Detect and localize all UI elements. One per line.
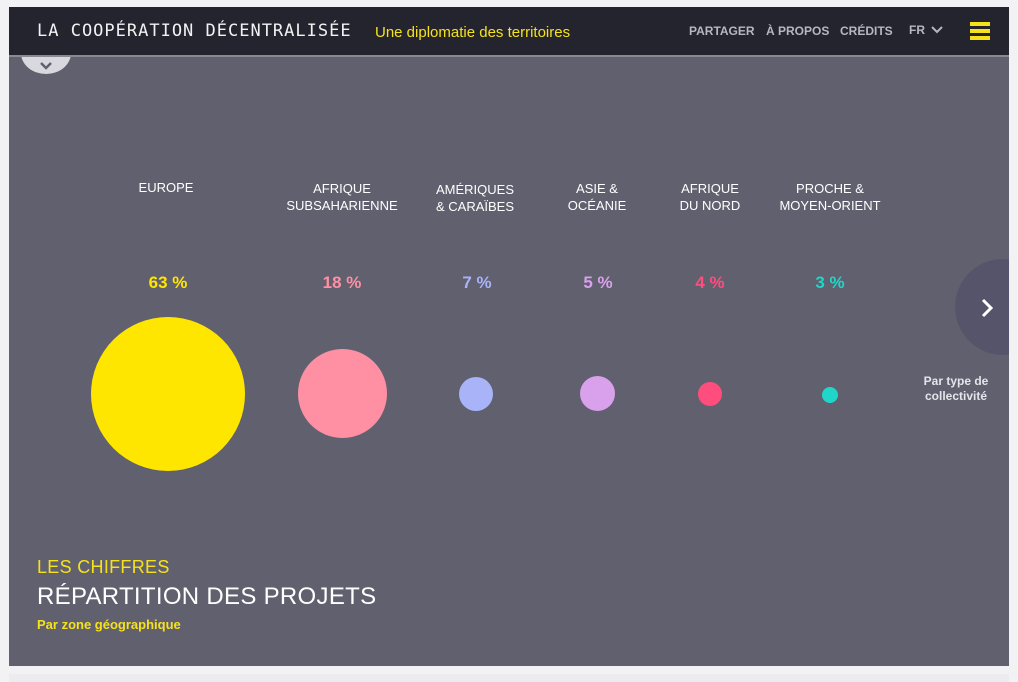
region-label-afrique-du-nord: AFRIQUE DU NORD (640, 180, 780, 214)
region-label-ameriques-caraibes: AMÉRIQUES & CARAÏBES (405, 181, 545, 215)
main-panel: EUROPE 63 % AFRIQUE SUBSAHARIENNE 18 % A… (9, 57, 1009, 666)
region-percent-europe: 63 % (148, 273, 188, 292)
region-bubble-proche-moyen-orient (822, 387, 838, 403)
section-subtitle: Par zone géographique (37, 617, 181, 632)
region-label-line1: ASIE & (576, 181, 618, 196)
region-bubble-ameriques-caraibes (459, 377, 493, 411)
region-label-line2: MOYEN-ORIENT (779, 198, 881, 213)
region-bubble-afrique-du-nord (698, 382, 722, 406)
next-slide-caption[interactable]: Par type de collectivité (909, 374, 1003, 404)
section-kicker: LES CHIFFRES (37, 557, 170, 577)
hamburger-menu-icon[interactable] (970, 22, 990, 40)
next-caption-line1: Par type de (923, 374, 989, 388)
share-link[interactable]: PARTAGER (689, 24, 755, 38)
chevron-down-icon (40, 62, 52, 70)
region-bubble-asie-oceanie (580, 376, 615, 411)
region-percent-ameriques-caraibes: 7 % (462, 273, 492, 292)
scroll-down-button[interactable] (21, 57, 71, 74)
region-label-line1: AFRIQUE (681, 181, 739, 196)
region-label-line2: OCÉANIE (567, 198, 627, 213)
region-label-line1: AFRIQUE (313, 181, 371, 196)
region-percent-afrique-subsaharienne: 18 % (322, 273, 362, 292)
region-label-line2: DU NORD (679, 198, 741, 213)
region-percent-afrique-du-nord: 4 % (695, 273, 725, 292)
region-label-proche-moyen-orient: PROCHE & MOYEN-ORIENT (760, 180, 900, 214)
region-bubble-afrique-subsaharienne (298, 349, 387, 438)
next-slide-button[interactable] (955, 259, 1009, 355)
site-title[interactable]: LA COOPÉRATION DÉCENTRALISÉE (37, 21, 352, 41)
chevron-down-icon (931, 26, 943, 34)
about-link[interactable]: À PROPOS (766, 24, 830, 38)
region-label-line2: SUBSAHARIENNE (286, 198, 398, 213)
site-tagline: Une diplomatie des territoires (375, 24, 571, 41)
region-label-line1: AMÉRIQUES (435, 182, 514, 197)
top-navigation-bar: LA COOPÉRATION DÉCENTRALISÉE Une diploma… (9, 7, 1009, 57)
section-title: RÉPARTITION DES PROJETS (37, 583, 377, 610)
region-label-asie-oceanie: ASIE & OCÉANIE (527, 180, 667, 214)
credits-link[interactable]: CRÉDITS (840, 24, 893, 38)
region-percent-proche-moyen-orient: 3 % (815, 273, 845, 292)
language-selector[interactable]: FR (909, 23, 943, 37)
next-caption-line2: collectivité (924, 389, 988, 403)
region-label-line1: EUROPE (138, 180, 194, 195)
region-percent-asie-oceanie: 5 % (583, 273, 613, 292)
region-label-afrique-subsaharienne: AFRIQUE SUBSAHARIENNE (272, 180, 412, 214)
page-bottom-strip (9, 674, 1009, 682)
region-label-line1: PROCHE & (796, 181, 864, 196)
region-bubble-europe (91, 317, 245, 471)
chevron-right-icon (981, 298, 994, 318)
region-label-europe: EUROPE (96, 179, 236, 196)
region-label-line2: & CARAÏBES (435, 199, 515, 214)
language-label: FR (909, 23, 925, 37)
